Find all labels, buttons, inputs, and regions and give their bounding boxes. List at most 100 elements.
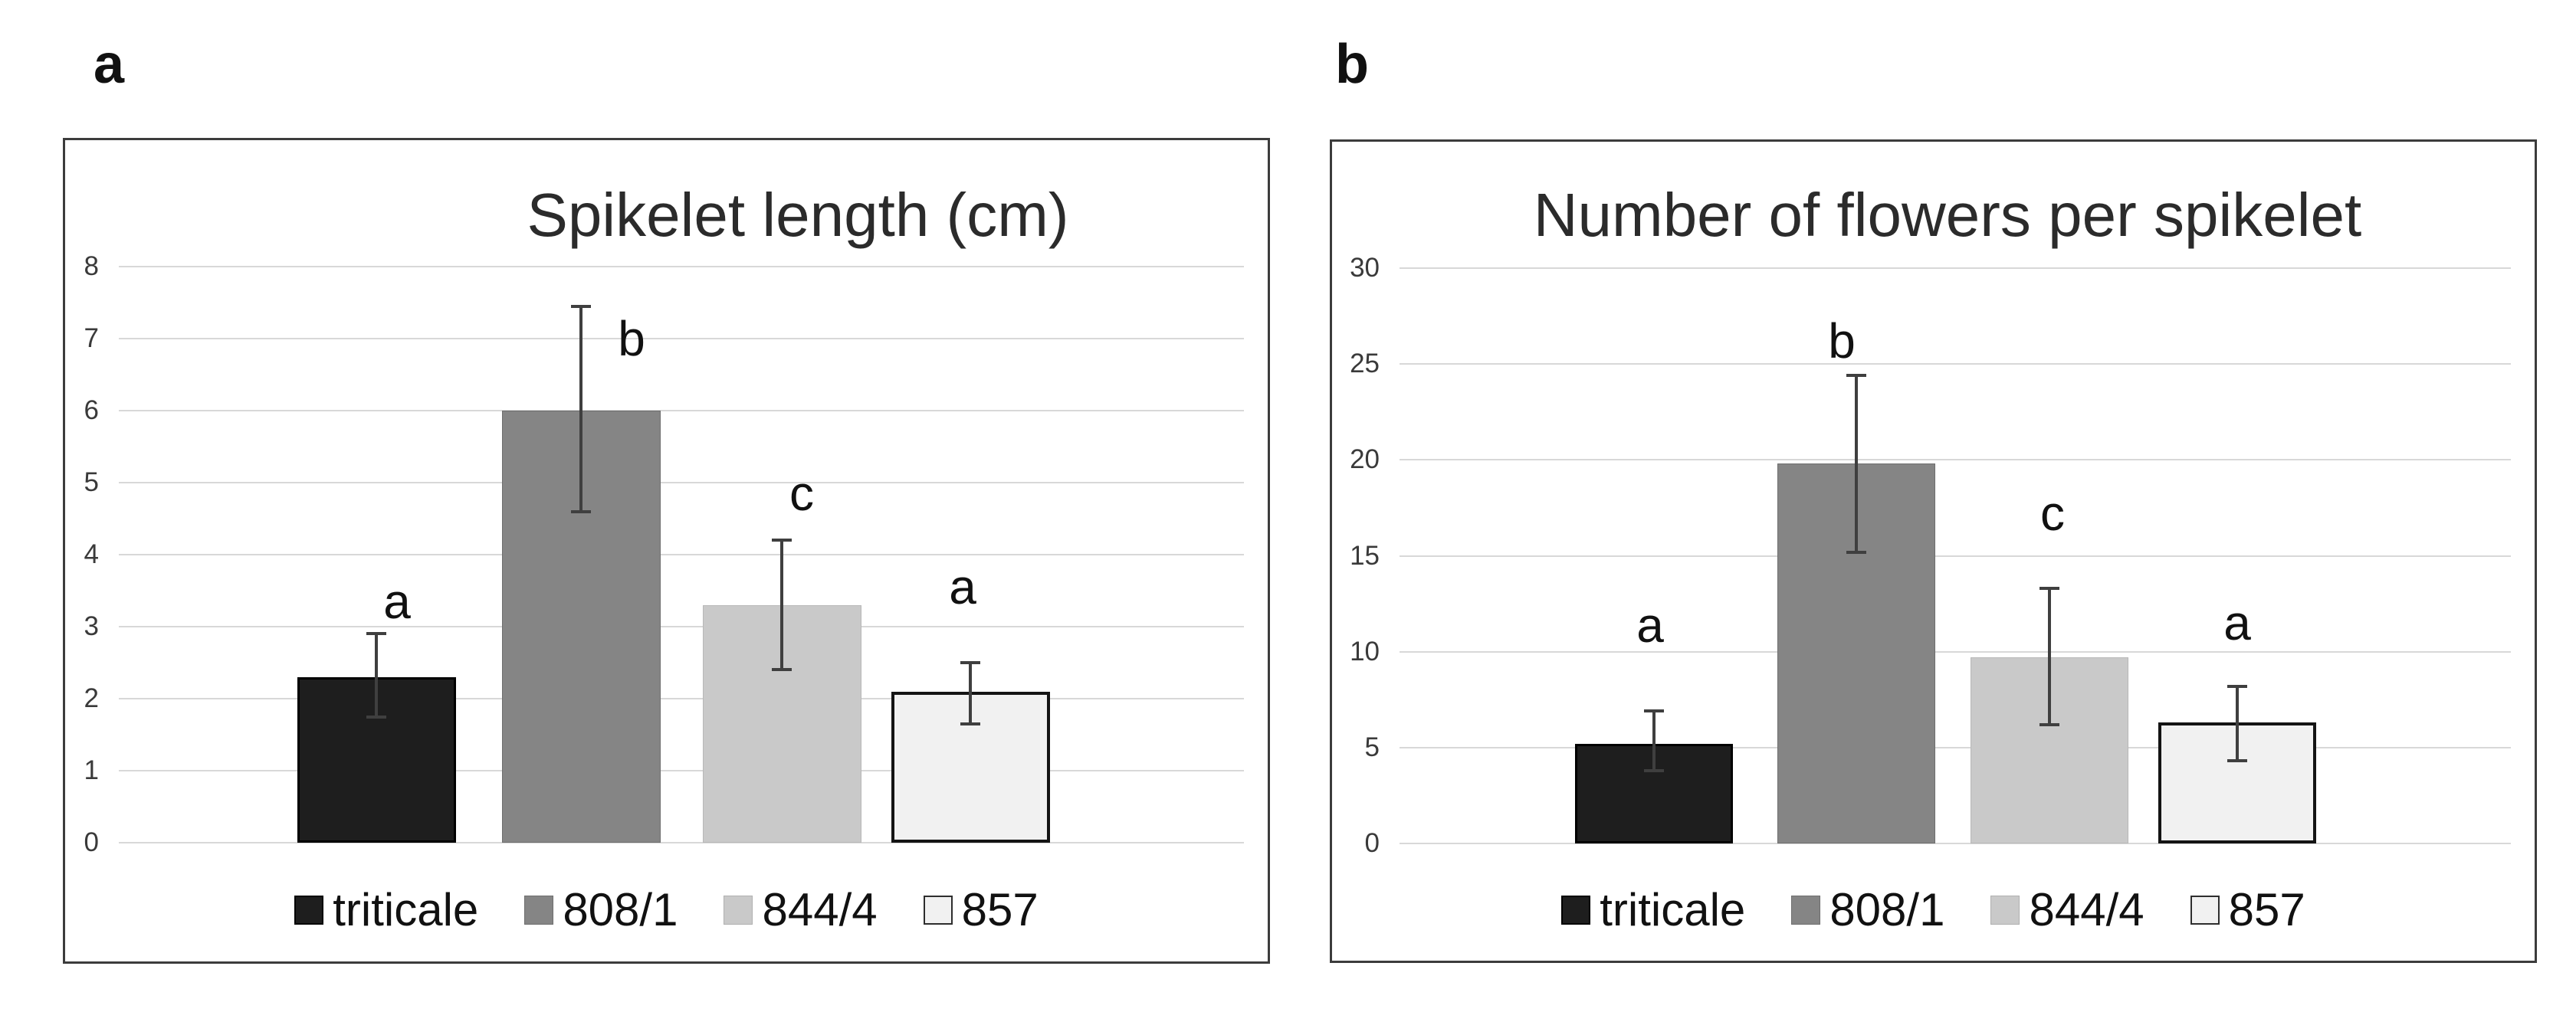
gridline-y-10: [1400, 650, 2511, 653]
error-cap-bottom-808/1: [571, 509, 591, 513]
significance-letter-857: a: [2223, 595, 2251, 651]
y-tick-label-15: 15: [1350, 540, 1380, 571]
legend-label-844/4: 844/4: [762, 884, 878, 935]
error-cap-bottom-808/1: [1846, 550, 1866, 554]
error-bar-triticale: [375, 634, 378, 717]
legend-swatch-808/1: [1791, 896, 1821, 925]
error-bar-triticale: [1652, 711, 1656, 771]
legend-label-844/4: 844/4: [2029, 884, 2144, 935]
gridline-y-20: [1400, 459, 2511, 461]
error-cap-top-844/4: [2039, 587, 2059, 591]
significance-letter-844/4: c: [2040, 486, 2065, 542]
gridline-y-6: [119, 410, 1244, 411]
legend-label-857: 857: [2228, 884, 2305, 935]
error-cap-top-808/1: [1846, 374, 1866, 378]
legend-label-808/1: 808/1: [1829, 884, 1945, 935]
y-tick-label-2: 2: [84, 683, 99, 713]
y-tick-label-1: 1: [84, 755, 99, 785]
error-cap-top-844/4: [772, 539, 792, 542]
gridline-y-2: [119, 698, 1244, 699]
significance-letter-808/1: b: [618, 311, 645, 366]
legend-item-808/1: 808/1: [524, 887, 678, 933]
legend-swatch-844/4: [1990, 896, 2020, 925]
error-cap-top-808/1: [571, 304, 591, 308]
error-cap-top-857: [2227, 684, 2247, 688]
legend-item-857: 857: [2190, 887, 2305, 933]
error-bar-844/4: [2048, 588, 2051, 725]
y-tick-label-5: 5: [1364, 732, 1380, 762]
significance-letter-triticale: a: [1636, 597, 1664, 653]
y-tick-label-7: 7: [84, 323, 99, 353]
y-tick-label-8: 8: [84, 251, 99, 281]
chart-title-a: Spikelet length (cm): [527, 181, 1069, 249]
gridline-y-5: [1400, 746, 2511, 748]
legend-swatch-triticale: [294, 896, 324, 925]
gridline-y-15: [1400, 555, 2511, 557]
error-bar-857: [969, 663, 972, 724]
legend-item-844/4: 844/4: [724, 884, 878, 935]
chart-title-b: Number of flowers per spikelet: [1533, 181, 2362, 249]
legend-item-triticale: triticale: [294, 887, 478, 933]
legend-swatch-857: [923, 896, 953, 925]
legend-item-844/4: 844/4: [1990, 887, 2144, 933]
error-cap-bottom-844/4: [2039, 722, 2059, 726]
legend-item-808/1: 808/1: [1791, 887, 1944, 933]
error-cap-bottom-triticale: [1644, 768, 1664, 772]
error-bar-844/4: [780, 540, 783, 670]
y-tick-label-4: 4: [84, 539, 99, 569]
gridline-y-1: [119, 770, 1244, 771]
gridline-y-8: [119, 266, 1244, 267]
gridline-y-25: [1400, 363, 2511, 365]
error-cap-bottom-triticale: [366, 715, 386, 719]
legend-swatch-844/4: [724, 896, 753, 925]
y-tick-label-20: 20: [1350, 444, 1380, 475]
y-tick-label-10: 10: [1350, 636, 1380, 666]
legend-b: triticale 808/1 844/4 857: [1332, 887, 2535, 933]
legend-label-triticale: triticale: [333, 884, 479, 935]
error-cap-bottom-844/4: [772, 668, 792, 672]
y-tick-label-30: 30: [1350, 253, 1380, 283]
significance-letter-triticale: a: [383, 574, 411, 630]
error-cap-top-857: [960, 661, 980, 664]
plot-area-b: 0 5 10 15 20 25 30 a b c a: [1332, 142, 2535, 961]
bar-857: [891, 691, 1050, 843]
error-bar-808/1: [1855, 375, 1858, 552]
legend-item-triticale: triticale: [1561, 887, 1745, 933]
error-cap-bottom-857: [2227, 759, 2247, 763]
gridline-y-0: [1400, 843, 2511, 844]
significance-letter-808/1: b: [1828, 313, 1856, 369]
error-cap-bottom-857: [960, 722, 980, 725]
panel-a-label: a: [94, 34, 125, 95]
significance-letter-857: a: [949, 559, 976, 615]
gridline-y-0: [119, 842, 1244, 843]
gridline-y-4: [119, 554, 1244, 555]
legend-a: triticale 808/1 844/4 857: [65, 887, 1268, 933]
y-tick-label-3: 3: [84, 611, 99, 641]
chart-panel-b: Number of flowers per spikelet 0 5 10 15 20 2…: [1330, 139, 2537, 963]
y-tick-label-0: 0: [84, 827, 99, 857]
gridline-y-5: [119, 482, 1244, 483]
error-cap-top-triticale: [366, 632, 386, 636]
y-tick-label-6: 6: [84, 395, 99, 425]
chart-panel-a: Spikelet length (cm) 0 1 2 3 4 5 6 7 8 a b c a triti…: [63, 138, 1270, 964]
plot-area-a: 0 1 2 3 4 5 6 7 8 a b c a: [65, 140, 1268, 961]
legend-item-857: 857: [923, 884, 1039, 935]
legend-label-857: 857: [961, 884, 1039, 935]
gridline-y-7: [119, 338, 1244, 339]
y-tick-label-25: 25: [1350, 349, 1380, 379]
significance-letter-844/4: c: [789, 466, 814, 522]
legend-label-triticale: triticale: [1600, 884, 1746, 935]
panel-b-label: b: [1335, 34, 1369, 95]
legend-swatch-triticale: [1561, 896, 1591, 925]
error-bar-808/1: [579, 306, 582, 512]
y-tick-label-5: 5: [84, 467, 99, 497]
error-bar-857: [2236, 686, 2239, 761]
gridline-y-30: [1400, 267, 2511, 270]
gridline-y-3: [119, 626, 1244, 627]
y-tick-label-0: 0: [1364, 828, 1380, 858]
legend-swatch-857: [2190, 896, 2220, 925]
error-cap-top-triticale: [1644, 709, 1664, 713]
legend-swatch-808/1: [524, 896, 554, 925]
legend-label-808/1: 808/1: [563, 884, 678, 935]
